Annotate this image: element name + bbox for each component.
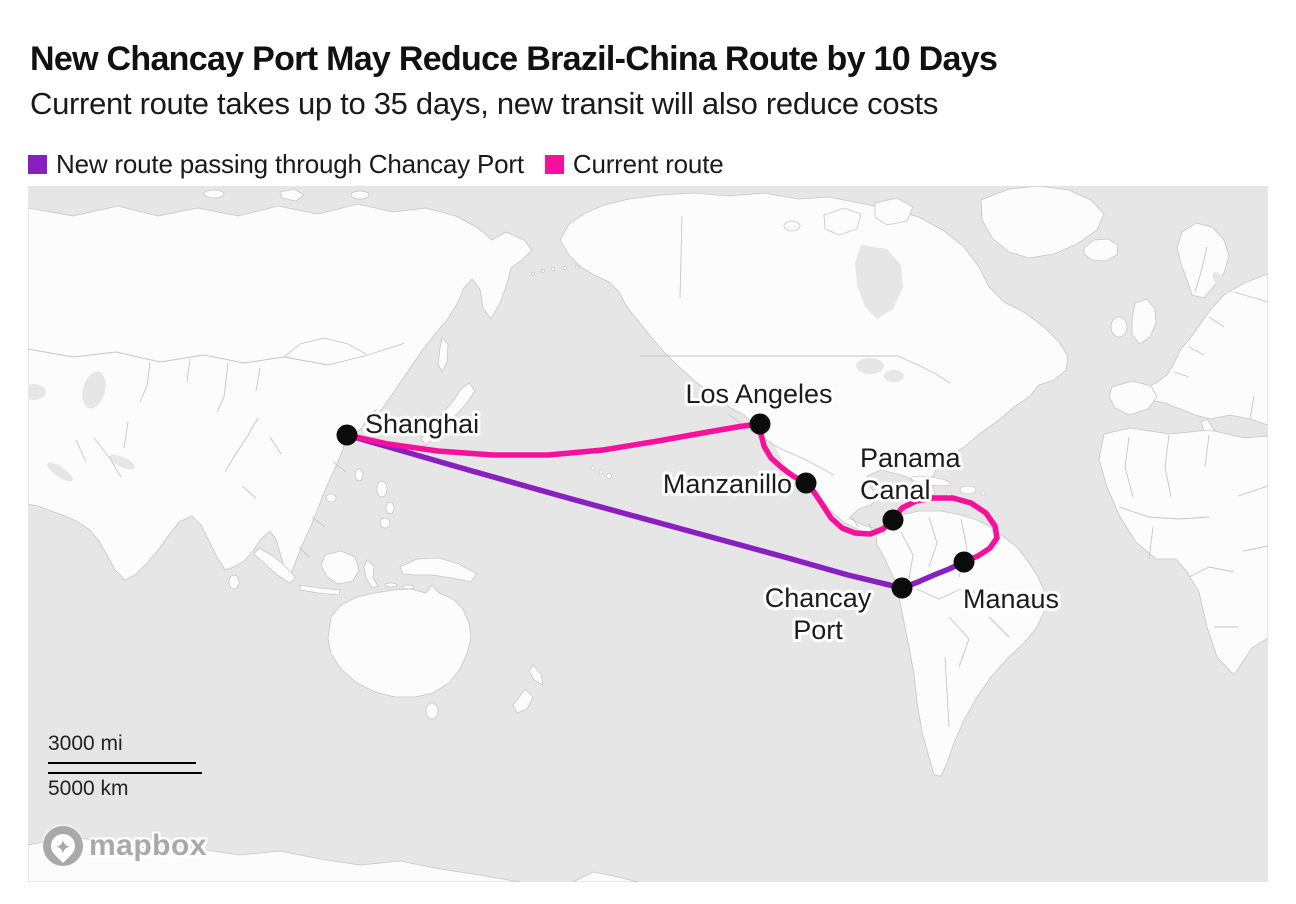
aleutian-5 bbox=[575, 265, 579, 269]
legend-swatch-new-route bbox=[28, 155, 47, 174]
great-lake-2 bbox=[884, 370, 904, 382]
city-marker-chancay-port bbox=[891, 577, 913, 599]
hispaniola bbox=[959, 485, 977, 495]
sulawesi bbox=[363, 559, 379, 589]
scale-km-line bbox=[48, 772, 202, 774]
city-marker-manzanillo bbox=[795, 472, 817, 494]
mapbox-wordmark: mapbox bbox=[89, 829, 208, 862]
scale-bar: 3000 mi 5000 km bbox=[48, 732, 202, 801]
city-marker-panama-canal bbox=[882, 509, 904, 531]
hawaii-2 bbox=[598, 469, 604, 475]
north-america bbox=[559, 192, 1069, 539]
sri-lanka bbox=[228, 574, 240, 590]
city-label-shanghai: Shanghai bbox=[365, 409, 479, 439]
tasmania bbox=[425, 702, 439, 720]
sumatra bbox=[253, 547, 297, 584]
red-sea bbox=[47, 462, 73, 482]
aleutian-2 bbox=[541, 269, 545, 273]
sakhalin bbox=[437, 337, 449, 373]
caspian-sea bbox=[82, 371, 106, 409]
novaya-zemlya bbox=[279, 188, 305, 202]
legend-label-new-route: New route passing through Chancay Port bbox=[56, 149, 524, 179]
antarctica-peninsula bbox=[572, 871, 639, 882]
legend: New route passing through Chancay Port C… bbox=[28, 149, 744, 180]
black-sea bbox=[28, 384, 46, 400]
arctic-island-1 bbox=[823, 207, 862, 236]
aleutian-1 bbox=[531, 272, 535, 276]
new-zealand-north bbox=[528, 664, 544, 686]
great-lake-1 bbox=[856, 358, 884, 374]
landmasses bbox=[28, 186, 1268, 882]
japan bbox=[420, 382, 476, 446]
aleutian-3 bbox=[551, 267, 555, 271]
city-label-chancay-port-2: Port bbox=[793, 615, 843, 645]
hawaii-1 bbox=[590, 465, 596, 471]
routes-layer bbox=[344, 421, 1000, 591]
world-map: Shanghai Los Angeles Manzanillo Panama Canal… bbox=[28, 186, 1268, 882]
city-label-panama-canal-1: Panama bbox=[860, 443, 962, 473]
world-map-svg: Shanghai Los Angeles Manzanillo PanamaCanal… bbox=[28, 186, 1268, 882]
city-marker-manaus bbox=[953, 551, 975, 573]
philippines-3 bbox=[379, 517, 391, 529]
new-route-chancay-line bbox=[344, 432, 967, 591]
city-label-los-angeles: Los Angeles bbox=[685, 379, 832, 409]
ireland bbox=[1110, 316, 1128, 338]
page-title: New Chancay Port May Reduce Brazil-China… bbox=[30, 40, 998, 78]
philippines-2 bbox=[385, 501, 395, 515]
puerto-rico bbox=[980, 490, 986, 496]
hainan bbox=[325, 493, 337, 503]
iceland bbox=[1083, 238, 1119, 262]
australia bbox=[327, 584, 472, 698]
city-label-chancay-port-1: Chancay bbox=[765, 583, 872, 613]
baltic-sea bbox=[1212, 271, 1230, 295]
lesser-sunda-2 bbox=[401, 584, 415, 590]
hudson-bay bbox=[855, 245, 903, 319]
legend-label-current-route: Current route bbox=[572, 149, 724, 179]
arctic-island-3 bbox=[783, 220, 801, 232]
new-guinea bbox=[399, 557, 478, 583]
mapbox-star-icon: ✦ bbox=[54, 836, 72, 859]
cuba bbox=[910, 475, 952, 487]
lesser-sunda-1 bbox=[384, 582, 398, 588]
mapbox-icon: ✦ bbox=[43, 826, 83, 866]
philippines-1 bbox=[376, 480, 388, 498]
current-route-line bbox=[344, 421, 1000, 565]
java bbox=[299, 584, 341, 596]
hawaii-3 bbox=[606, 473, 612, 479]
page-subtitle: Current route takes up to 35 days, new t… bbox=[30, 86, 939, 121]
borneo bbox=[320, 550, 360, 585]
iberia bbox=[1108, 380, 1158, 416]
arctic-island-4 bbox=[203, 189, 225, 199]
arctic-island-2 bbox=[874, 197, 914, 226]
mapbox-attribution[interactable]: ✦ mapbox bbox=[43, 826, 207, 866]
legend-swatch-current-route bbox=[544, 155, 564, 174]
inland-waters bbox=[28, 245, 1230, 482]
antarctica bbox=[28, 836, 521, 882]
city-label-panama-canal-2: Canal bbox=[860, 475, 931, 505]
new-zealand-south bbox=[512, 688, 534, 714]
greenland bbox=[980, 186, 1105, 259]
city-label-manaus: Manaus bbox=[963, 584, 1059, 614]
scale-miles-line bbox=[48, 762, 196, 764]
scale-miles-label: 3000 mi bbox=[48, 732, 123, 755]
city-marker-shanghai bbox=[336, 424, 358, 446]
city-label-manzanillo: Manzanillo bbox=[663, 469, 792, 499]
persian-gulf bbox=[109, 454, 135, 470]
arctic-island-5 bbox=[350, 190, 370, 200]
country-borders bbox=[28, 215, 1268, 728]
city-marker-los-angeles bbox=[749, 413, 771, 435]
great-britain bbox=[1131, 298, 1157, 345]
south-america bbox=[875, 510, 1046, 777]
aleutian-4 bbox=[563, 266, 567, 270]
cities-layer: Shanghai Los Angeles Manzanillo PanamaCanal… bbox=[336, 376, 1062, 648]
africa bbox=[1098, 427, 1268, 676]
taiwan bbox=[354, 468, 364, 482]
scale-km-label: 5000 km bbox=[48, 777, 129, 800]
